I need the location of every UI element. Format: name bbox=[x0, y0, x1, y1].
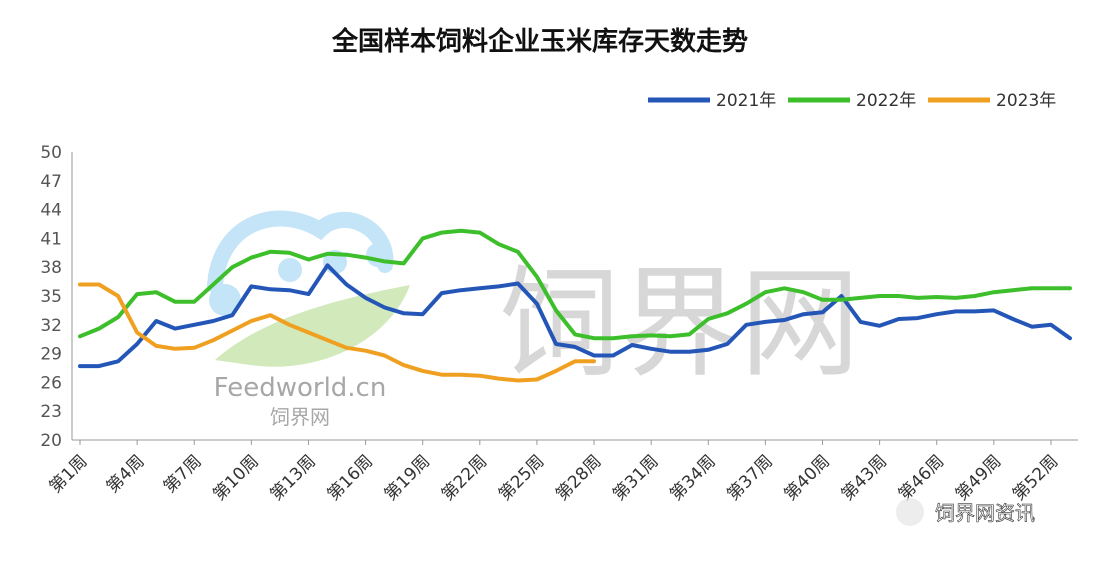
watermark-site-cn: 饲界网 bbox=[270, 405, 330, 429]
x-tick-label: 第10周 bbox=[209, 451, 262, 504]
x-tick-label: 第31周 bbox=[609, 451, 662, 504]
y-tick-label: 20 bbox=[40, 431, 62, 451]
x-tick-label: 第22周 bbox=[438, 451, 491, 504]
y-tick-label: 50 bbox=[40, 143, 62, 163]
series-line-2022 bbox=[78, 228, 1072, 341]
x-tick-label: 第25周 bbox=[495, 451, 548, 504]
x-tick-label: 第34周 bbox=[666, 451, 719, 504]
y-tick-label: 38 bbox=[40, 258, 62, 278]
x-tick-label: 第40周 bbox=[781, 451, 834, 504]
x-tick-label: 第13周 bbox=[267, 451, 320, 504]
y-tick-labels: 20 23 26 29 32 35 38 41 44 47 50 bbox=[40, 143, 62, 451]
chart-title: 全国样本饲料企业玉米库存天数走势 bbox=[331, 26, 748, 57]
y-tick-label: 44 bbox=[40, 201, 62, 221]
legend-label: 2021年 bbox=[716, 91, 776, 111]
series-lines bbox=[78, 228, 1072, 383]
watermark-site: Feedworld.cn bbox=[214, 373, 387, 403]
series-line-2023 bbox=[78, 282, 596, 383]
legend-label: 2023年 bbox=[996, 91, 1056, 111]
y-tick-label: 41 bbox=[40, 229, 62, 249]
wechat-badge: 饲界网资讯 bbox=[896, 498, 1035, 526]
series-line-2021 bbox=[78, 263, 1072, 369]
x-tick-label: 第28周 bbox=[552, 451, 605, 504]
wechat-icon bbox=[896, 498, 924, 526]
legend-label: 2022年 bbox=[856, 91, 916, 111]
y-tick-label: 35 bbox=[40, 287, 62, 307]
x-tick-label: 第4周 bbox=[103, 451, 149, 497]
y-tick-label: 26 bbox=[40, 373, 62, 393]
x-tick-label: 第7周 bbox=[160, 451, 206, 497]
y-tick-label: 32 bbox=[40, 316, 62, 336]
y-tick-label: 23 bbox=[40, 402, 62, 422]
y-tick-label: 29 bbox=[40, 345, 62, 365]
x-tick-labels: 第1周 第4周 第7周 第10周 第13周 第16周 第19周 第22周 第25周 第28周 第31… bbox=[46, 440, 1062, 505]
x-tick-label: 第46周 bbox=[895, 451, 948, 504]
x-tick-label: 第49周 bbox=[952, 451, 1005, 504]
wechat-label: 饲界网资讯 bbox=[935, 501, 1035, 525]
x-tick-label: 第52周 bbox=[1009, 451, 1062, 504]
x-tick-label: 第43周 bbox=[838, 451, 891, 504]
x-tick-label: 第16周 bbox=[324, 451, 377, 504]
x-tick-label: 第19周 bbox=[381, 451, 434, 504]
x-tick-label: 第1周 bbox=[46, 451, 92, 497]
x-tick-label: 第37周 bbox=[723, 451, 776, 504]
y-tick-label: 47 bbox=[40, 172, 62, 192]
legend: 2021年 2022年 2023年 bbox=[648, 91, 1056, 111]
